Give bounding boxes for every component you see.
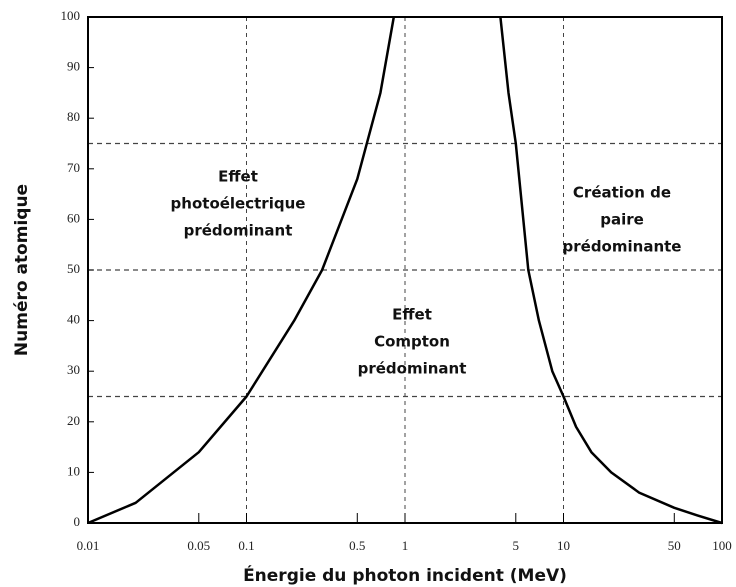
x-tick-label: 0.01: [77, 538, 100, 553]
y-tick-label: 90: [67, 59, 80, 74]
y-tick-label: 20: [67, 413, 80, 428]
curve: [499, 16, 723, 525]
y-tick-label: 80: [67, 109, 80, 124]
y-axis-label: Numéro atomique: [12, 184, 32, 356]
y-tick-label: 50: [67, 261, 80, 276]
annotation: Compton: [374, 333, 450, 351]
x-tick-label: 5: [513, 538, 520, 553]
y-tick-label: 60: [67, 210, 80, 225]
annotation: paire: [600, 211, 644, 229]
annotation: prédominant: [358, 360, 467, 378]
x-tick-label: 0.05: [187, 538, 210, 553]
x-tick-label: 10: [557, 538, 570, 553]
y-tick-label: 30: [67, 362, 80, 377]
annotation: Effet: [392, 306, 432, 324]
annotation: Effet: [218, 168, 258, 186]
y-tick-label: 70: [67, 160, 80, 175]
x-tick-label: 50: [668, 538, 681, 553]
plot-frame: [87, 16, 723, 524]
curve: [87, 16, 396, 525]
annotation: Création de: [573, 184, 671, 202]
y-tick-label: 40: [67, 312, 80, 327]
x-tick-label: 0.5: [349, 538, 365, 553]
x-tick-label: 100: [712, 538, 732, 553]
annotation: prédominant: [184, 222, 293, 240]
y-tick-label: 0: [74, 514, 81, 529]
annotation: prédominante: [563, 238, 682, 256]
y-tick-label: 10: [67, 463, 80, 478]
y-tick-label: 100: [61, 8, 81, 23]
x-axis-label: Énergie du photon incident (MeV): [243, 564, 567, 586]
annotation: photoélectrique: [171, 195, 306, 213]
x-tick-label: 0.1: [238, 538, 254, 553]
x-tick-label: 1: [402, 538, 409, 553]
